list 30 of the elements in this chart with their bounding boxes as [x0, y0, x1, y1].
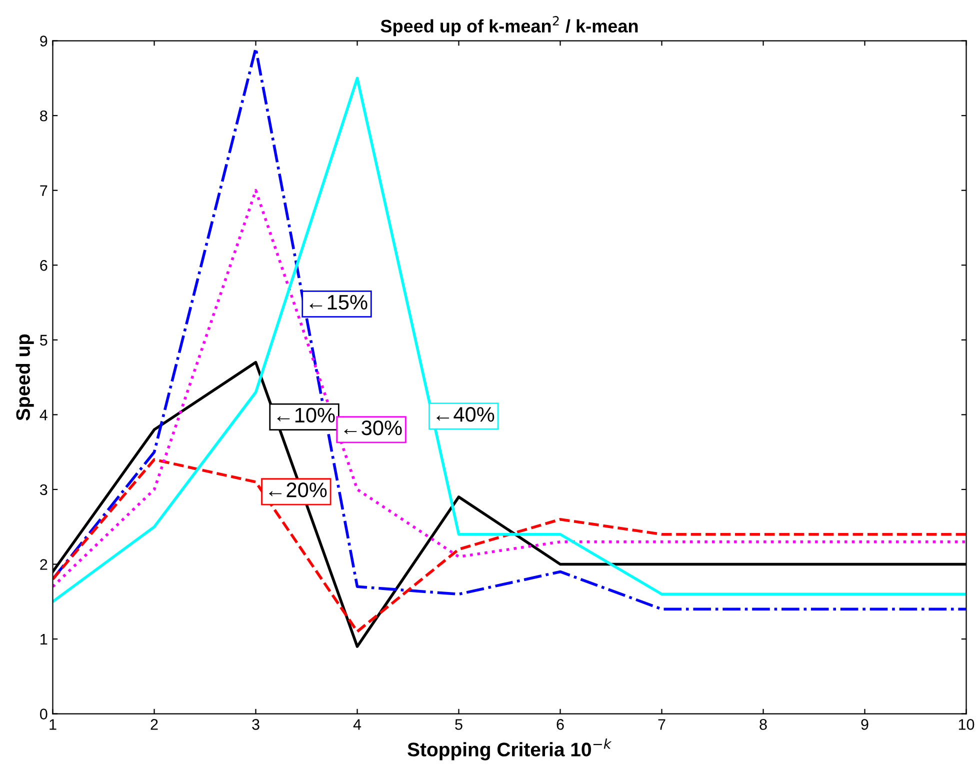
y-tick-label: 4: [40, 410, 48, 420]
y-tick-label: 2: [40, 559, 48, 570]
y-tick-label: 8: [40, 110, 48, 122]
y-axis-title: Speed up: [16, 334, 34, 420]
line-series: [52, 458, 966, 633]
line-series: [52, 188, 966, 588]
annotation: ←20%: [269, 482, 327, 498]
x-tick-label: 1: [50, 719, 56, 730]
x-tick-label: 3: [252, 719, 260, 730]
x-tick-label: 2: [150, 719, 158, 730]
annotation: ←10%: [277, 408, 335, 423]
y-tick-label: 0: [40, 708, 48, 720]
y-tick-label: 6: [40, 260, 48, 271]
annotation: ←40%: [436, 407, 494, 422]
y-tick-label: 5: [40, 334, 48, 346]
y-tick-label: 9: [40, 36, 48, 46]
x-axis-title: Stopping Criteria 10$^{−k}$: [408, 738, 612, 760]
y-tick-label: 1: [40, 634, 48, 645]
annotation: ←30%: [344, 420, 402, 436]
x-tick-label: 7: [658, 719, 666, 730]
y-tick-label: 7: [40, 185, 48, 196]
x-tick-label: 4: [353, 719, 362, 730]
x-tick-label: 9: [861, 719, 868, 730]
chart-title: Speed up of k-mean$^{2}$ / k-mean: [380, 16, 638, 36]
x-tick-label: 6: [556, 719, 564, 730]
x-tick-label: 10: [958, 719, 974, 730]
x-tick-label: 5: [455, 719, 462, 730]
annotation: ←15%: [310, 294, 368, 310]
y-tick-label: 3: [40, 484, 48, 496]
x-tick-label: 8: [760, 719, 767, 730]
